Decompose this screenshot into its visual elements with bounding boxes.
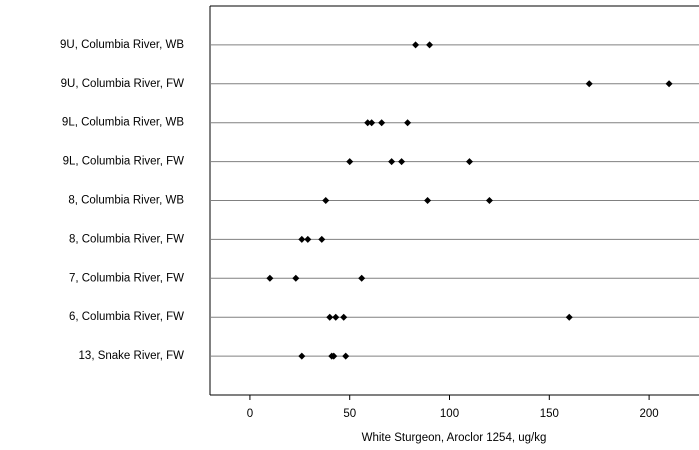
dot (426, 41, 434, 49)
dot (358, 274, 366, 282)
dot (364, 119, 372, 127)
dot (398, 158, 406, 166)
x-tick-label: 150 (540, 408, 559, 420)
dot (304, 235, 312, 243)
dot (332, 313, 340, 321)
dot (318, 235, 326, 243)
x-tick-label: 0 (247, 408, 253, 420)
x-tick-label: 50 (343, 408, 356, 420)
dot (378, 119, 386, 127)
dot (465, 158, 473, 166)
dot (340, 313, 348, 321)
dot (292, 274, 300, 282)
y-tick-label: 8, Columbia River, WB (68, 195, 184, 207)
dot (298, 352, 306, 360)
dot (388, 158, 396, 166)
dot (322, 197, 330, 204)
x-tick-label: 200 (640, 408, 659, 420)
y-tick-label: 8, Columbia River, FW (69, 233, 184, 245)
y-tick-label: 9U, Columbia River, FW (61, 78, 184, 90)
dot (368, 119, 376, 127)
dot (342, 352, 350, 360)
y-tick-label: 13, Snake River, FW (79, 350, 185, 362)
dot (326, 313, 334, 321)
x-tick-label: 100 (440, 408, 459, 420)
y-tick-label: 7, Columbia River, FW (69, 272, 184, 284)
dot (424, 197, 432, 204)
dot (266, 274, 274, 282)
y-tick-label: 6, Columbia River, FW (69, 311, 184, 323)
y-tick-label: 9L, Columbia River, WB (62, 117, 184, 129)
y-tick-label: 9U, Columbia River, WB (60, 39, 184, 51)
dot (665, 80, 673, 88)
y-tick-label: 9L, Columbia River, FW (63, 156, 185, 168)
dot (585, 80, 593, 88)
dot (404, 119, 412, 127)
x-axis-label: White Sturgeon, Aroclor 1254, ug/kg (362, 432, 547, 444)
dot (298, 235, 306, 243)
dot (485, 197, 493, 204)
dot (346, 158, 354, 166)
dot (330, 352, 338, 360)
dot (412, 41, 420, 49)
dot (565, 313, 573, 321)
